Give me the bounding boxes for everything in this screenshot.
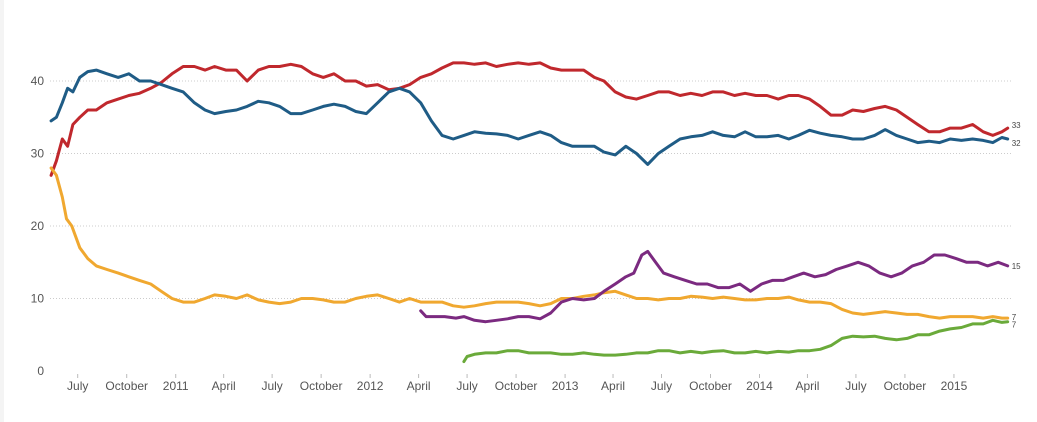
x-tick-label: October <box>300 379 343 393</box>
y-axis-ticks: 0 10 20 30 40 <box>31 74 45 378</box>
x-tick-label: October <box>105 379 148 393</box>
y-tick-label: 30 <box>31 147 45 161</box>
x-tick-label: October <box>689 379 732 393</box>
series-line-4 <box>419 249 1010 324</box>
x-tick-label: 2013 <box>552 379 579 393</box>
series-end-label-3: 7 <box>1012 313 1017 322</box>
x-tick-label: 2015 <box>941 379 968 393</box>
x-axis-ticks: July October 2011 April July October 2012 April… <box>67 374 968 393</box>
series-line-5 <box>462 318 1010 364</box>
series-lines <box>49 61 1010 364</box>
series-end-label-5: 7 <box>1012 321 1017 330</box>
x-tick-label: October <box>884 379 927 393</box>
x-tick-label: July <box>456 379 477 393</box>
y-tick-label: 20 <box>31 219 45 233</box>
y-tick-label: 40 <box>31 74 45 88</box>
series-end-label-2: 32 <box>1012 139 1021 148</box>
x-tick-label: April <box>407 379 431 393</box>
x-tick-label: July <box>261 379 282 393</box>
x-tick-label: April <box>601 379 625 393</box>
x-tick-label: 2014 <box>746 379 773 393</box>
series-end-label-4: 15 <box>1012 262 1021 271</box>
x-tick-label: July <box>845 379 866 393</box>
gridlines <box>50 80 1012 299</box>
x-tick-label: July <box>651 379 672 393</box>
series-end-label-1: 33 <box>1012 121 1021 130</box>
series-line-3 <box>49 166 1010 320</box>
y-tick-label: 0 <box>37 364 44 378</box>
x-tick-label: July <box>67 379 88 393</box>
x-tick-label: 2011 <box>163 379 189 393</box>
series-line-1 <box>49 61 1010 177</box>
y-tick-label: 10 <box>31 292 45 306</box>
x-tick-label: October <box>495 379 538 393</box>
x-tick-label: April <box>212 379 236 393</box>
end-value-labels: 33 32 7 15 7 <box>1012 121 1021 330</box>
left-page-edge <box>0 0 4 422</box>
series-line-2 <box>49 68 1010 166</box>
x-tick-label: April <box>795 379 819 393</box>
x-tick-label: 2012 <box>357 379 384 393</box>
